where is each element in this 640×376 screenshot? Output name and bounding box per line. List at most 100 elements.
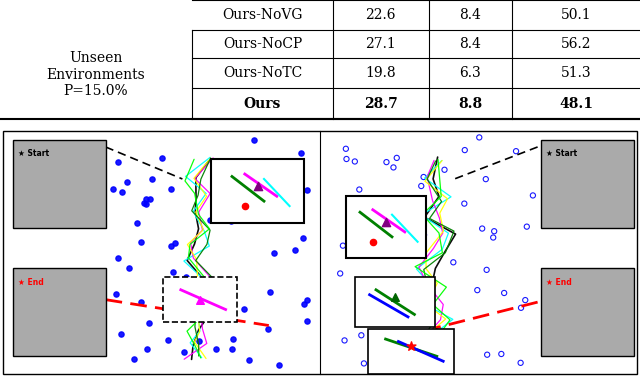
Text: 51.3: 51.3: [561, 66, 591, 80]
Text: ★ End: ★ End: [18, 277, 44, 287]
Text: Ours: Ours: [244, 97, 281, 111]
Point: [403, 253, 413, 259]
Point: [113, 159, 123, 165]
Point: [122, 179, 132, 185]
Bar: [541, 139, 634, 228]
Point: [228, 336, 238, 342]
Point: [180, 274, 191, 280]
Point: [448, 259, 458, 265]
Text: 6.3: 6.3: [460, 66, 481, 80]
Point: [388, 164, 399, 170]
Point: [210, 190, 220, 196]
Point: [489, 228, 499, 234]
Point: [116, 331, 126, 337]
Point: [292, 164, 303, 170]
Point: [414, 239, 424, 245]
Point: [163, 337, 173, 343]
Point: [364, 245, 374, 251]
Bar: [346, 196, 426, 258]
Point: [211, 346, 221, 352]
Point: [136, 239, 146, 245]
Point: [338, 243, 348, 249]
Point: [390, 294, 401, 300]
Point: [481, 267, 492, 273]
Text: 8.8: 8.8: [458, 97, 483, 111]
Point: [410, 206, 420, 212]
Point: [298, 301, 308, 307]
Point: [406, 340, 417, 346]
Point: [341, 156, 351, 162]
Point: [108, 186, 118, 192]
Point: [226, 218, 236, 224]
Point: [145, 196, 155, 202]
Point: [264, 289, 275, 295]
Point: [440, 167, 450, 173]
Point: [132, 220, 143, 226]
Point: [362, 299, 372, 305]
Point: [147, 176, 157, 182]
Text: Ours-NoCP: Ours-NoCP: [223, 37, 302, 51]
Bar: [211, 159, 304, 223]
Point: [262, 326, 273, 332]
Point: [240, 203, 250, 209]
Point: [380, 219, 390, 225]
Text: 28.7: 28.7: [364, 97, 397, 111]
Point: [139, 200, 149, 206]
Point: [144, 320, 154, 326]
Point: [302, 297, 312, 303]
Text: 50.1: 50.1: [561, 8, 591, 22]
Point: [499, 290, 509, 296]
Bar: [13, 139, 106, 228]
Point: [356, 332, 367, 338]
Point: [113, 255, 124, 261]
Point: [400, 317, 410, 323]
Text: Unseen
Environments
P=15.0%: Unseen Environments P=15.0%: [47, 52, 145, 98]
Point: [227, 281, 237, 287]
Bar: [368, 329, 454, 373]
Text: 27.1: 27.1: [365, 37, 396, 51]
Point: [488, 235, 499, 241]
Point: [482, 352, 492, 358]
Point: [440, 349, 450, 355]
Point: [117, 189, 127, 195]
Text: ★ End: ★ End: [546, 277, 572, 287]
Text: 48.1: 48.1: [559, 97, 593, 111]
Point: [166, 186, 176, 193]
Text: 22.6: 22.6: [365, 8, 396, 22]
Point: [392, 155, 402, 161]
Point: [477, 226, 487, 232]
Point: [274, 362, 284, 368]
Point: [340, 146, 351, 152]
Point: [141, 196, 152, 202]
Point: [168, 269, 178, 275]
Point: [227, 346, 237, 352]
Point: [419, 232, 429, 238]
Point: [522, 224, 532, 230]
Point: [377, 304, 387, 310]
Point: [281, 179, 291, 185]
Text: ★ Start: ★ Start: [546, 149, 577, 158]
Point: [216, 311, 226, 317]
Point: [166, 243, 176, 249]
Point: [339, 337, 349, 343]
Point: [195, 297, 205, 303]
Text: Ours-NoTC: Ours-NoTC: [223, 66, 302, 80]
Point: [438, 330, 449, 336]
Bar: [13, 268, 106, 356]
Point: [287, 178, 297, 184]
Point: [359, 361, 369, 367]
Point: [472, 287, 483, 293]
Point: [515, 360, 525, 366]
Point: [481, 176, 491, 182]
Point: [381, 159, 392, 165]
Point: [416, 183, 426, 189]
Point: [229, 165, 239, 171]
Point: [244, 357, 254, 363]
Point: [388, 300, 398, 306]
Point: [296, 150, 307, 156]
Point: [349, 158, 360, 164]
Point: [129, 356, 139, 362]
Point: [179, 349, 189, 355]
Text: 56.2: 56.2: [561, 37, 591, 51]
Text: Ours-NoVG: Ours-NoVG: [222, 8, 303, 22]
